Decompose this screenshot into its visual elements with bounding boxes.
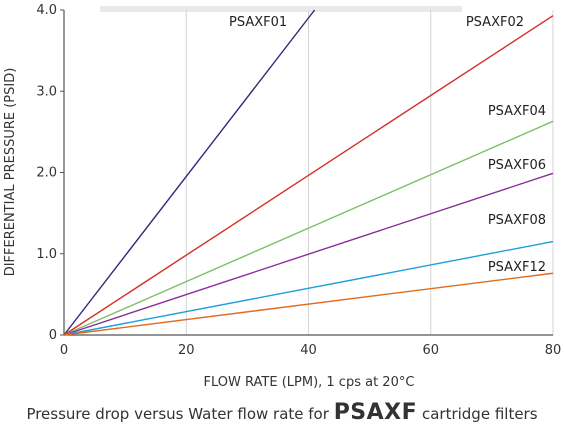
y-tick-label-2.0: 2.0 — [36, 166, 57, 181]
series-labels: PSAXF01 PSAXF02 PSAXF04 PSAXF06 PSAXF08 PSAXF… — [229, 15, 546, 275]
axes — [60, 9, 553, 336]
y-tick-label-3.0: 3.0 — [36, 84, 57, 99]
y-tick-label-1.0: 1.0 — [36, 247, 57, 262]
series-label-psaxf08: PSAXF08 — [488, 213, 546, 228]
series-line-psaxf01 — [63, 9, 316, 336]
x-tick-label-40: 40 — [300, 343, 317, 358]
series-label-psaxf04: PSAXF04 — [488, 104, 546, 119]
caption-text: Pressure drop versus Water flow rate for — [26, 405, 329, 423]
x-tick-label-60: 60 — [422, 343, 439, 358]
x-axis-title: FLOW RATE (LPM), 1 cps at 20°C — [204, 375, 415, 390]
series-label-psaxf12: PSAXF12 — [488, 260, 546, 275]
caption-suffix: cartridge filters — [421, 405, 538, 423]
series-label-psaxf02: PSAXF02 — [466, 15, 524, 30]
y-tick-label-4.0: 4.0 — [36, 3, 57, 18]
series-lines — [63, 9, 554, 336]
series-line-psaxf06 — [63, 172, 554, 336]
series-line-psaxf02 — [63, 15, 554, 336]
caption-brand: PSAXF — [333, 400, 418, 425]
series-line-psaxf08 — [63, 240, 554, 336]
tick-labels: 0 1.0 2.0 3.0 4.0 0 20 40 60 80 — [36, 3, 561, 358]
x-tick-label-0: 0 — [60, 343, 68, 358]
chart-caption: Pressure drop versus Water flow rate for… — [0, 400, 564, 425]
top-band — [100, 6, 462, 12]
x-tick-label-20: 20 — [178, 343, 195, 358]
y-axis-title: DIFFERENTIAL PRESSURE (PSID) — [3, 68, 18, 277]
series-line-psaxf04 — [63, 120, 554, 336]
series-label-psaxf01: PSAXF01 — [229, 15, 287, 30]
x-tick-label-80: 80 — [545, 343, 562, 358]
y-tick-label-0: 0 — [49, 328, 57, 343]
series-label-psaxf06: PSAXF06 — [488, 158, 546, 173]
series-line-psaxf12 — [63, 272, 554, 336]
